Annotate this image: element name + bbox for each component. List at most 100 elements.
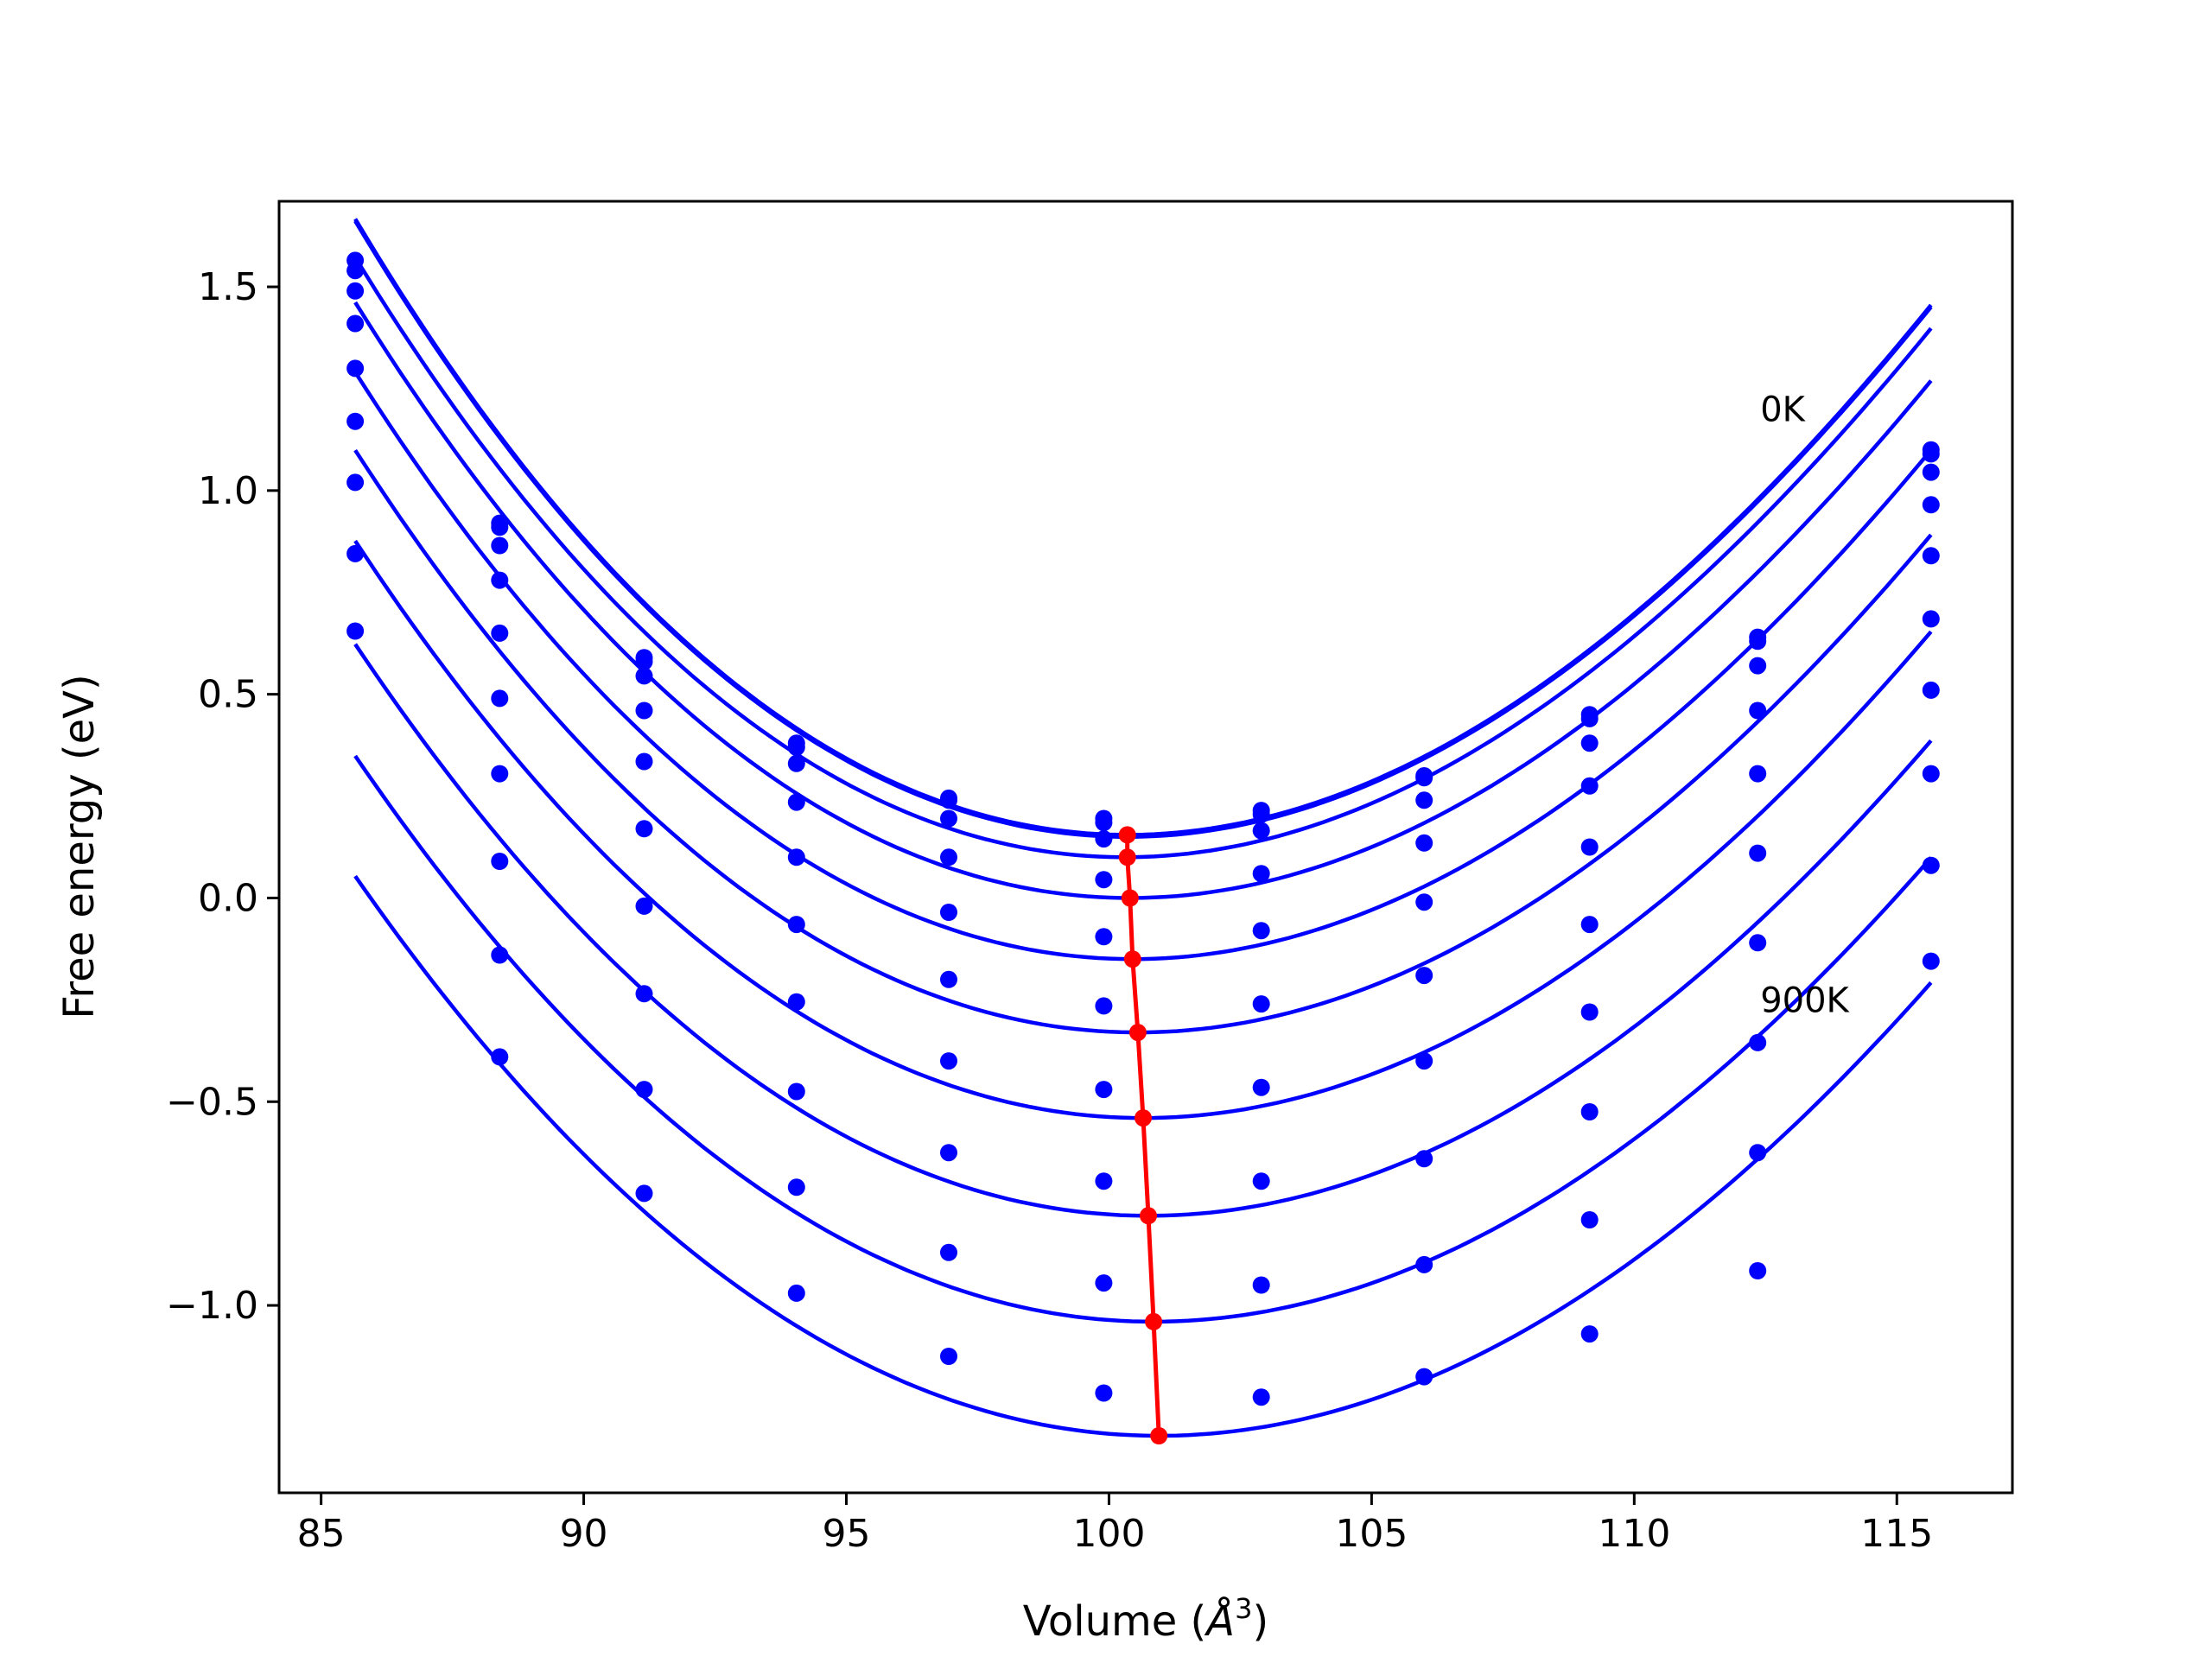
data-point-s3-10 (1922, 496, 1940, 514)
annotations: 0K 900K (1760, 390, 1850, 1021)
y-tick-label-0: 1.5 (198, 265, 258, 309)
data-point-s4-2 (635, 752, 653, 771)
data-point-s3-2 (635, 701, 653, 720)
data-point-s8-7 (1415, 1255, 1433, 1273)
data-point-s3-1 (491, 571, 509, 589)
data-point-s9-4 (940, 1348, 957, 1365)
x-tick-label-0: 85 (297, 1512, 346, 1556)
data-point-s5-2 (635, 820, 653, 838)
annotation-1: 900K (1760, 981, 1850, 1021)
x-tick-label-4: 105 (1335, 1512, 1408, 1556)
data-point-s9-1 (491, 1048, 509, 1066)
fit-curve-3 (353, 301, 1933, 900)
data-point-s6-3 (787, 993, 805, 1011)
data-point-s9-3 (787, 1284, 805, 1302)
data-point-s4-8 (1580, 838, 1599, 856)
data-point-s1-1 (491, 518, 509, 536)
plot-layer (346, 218, 1940, 1444)
data-point-s9-10 (1922, 952, 1940, 970)
data-point-s1-7 (1415, 769, 1433, 787)
data-point-s6-7 (1415, 1052, 1433, 1070)
annotation-0: 0K (1760, 390, 1806, 430)
minimum-point-5 (1135, 1109, 1152, 1127)
data-point-s3-9 (1749, 701, 1767, 720)
data-point-s2-5 (1095, 830, 1113, 848)
data-point-s7-4 (940, 1144, 957, 1162)
data-point-s3-4 (940, 848, 957, 866)
data-point-s8-0 (346, 622, 365, 640)
data-point-s4-0 (346, 359, 365, 378)
data-point-s2-7 (1415, 791, 1433, 809)
data-point-s5-8 (1580, 916, 1599, 934)
fit-curve-8 (353, 754, 1933, 1324)
data-point-s4-9 (1749, 765, 1767, 783)
data-point-s3-8 (1580, 777, 1599, 795)
y-tick-label-4: −0.5 (166, 1080, 258, 1124)
data-point-s6-1 (491, 765, 509, 783)
minimum-point-6 (1140, 1207, 1157, 1225)
data-point-s3-3 (787, 793, 805, 811)
data-point-s1-6 (1252, 805, 1270, 823)
data-point-s1-4 (940, 791, 957, 809)
data-point-s2-6 (1252, 822, 1270, 840)
fit-curve-9 (353, 874, 1933, 1438)
minimum-point-2 (1121, 889, 1139, 907)
plot-frame (277, 200, 2014, 1495)
data-point-s4-6 (1252, 922, 1270, 940)
data-point-s9-8 (1580, 1325, 1599, 1343)
data-point-s2-3 (787, 754, 805, 772)
x-axis-ticks: 85 90 95 100 105 110 115 (297, 1493, 1933, 1556)
x-tick-label-6: 115 (1860, 1512, 1933, 1556)
data-point-s7-10 (1922, 765, 1940, 783)
data-point-s6-2 (635, 897, 653, 915)
data-point-s3-0 (346, 314, 365, 333)
x-tick-label-3: 100 (1072, 1512, 1145, 1556)
minimum-point-7 (1145, 1312, 1163, 1330)
data-point-s4-10 (1922, 547, 1940, 565)
minimum-point-1 (1118, 848, 1136, 866)
data-point-s1-10 (1922, 445, 1940, 463)
data-point-s2-9 (1749, 657, 1767, 675)
data-point-s6-4 (940, 1052, 957, 1070)
data-point-s5-9 (1749, 844, 1767, 862)
data-point-s4-5 (1095, 928, 1113, 946)
data-point-s1-9 (1749, 632, 1767, 651)
y-tick-label-2: 0.5 (198, 673, 258, 717)
data-point-s2-8 (1580, 734, 1599, 752)
data-point-s8-2 (635, 1081, 653, 1099)
data-point-s2-4 (940, 809, 957, 828)
data-point-s5-10 (1922, 610, 1940, 628)
data-point-s5-0 (346, 412, 365, 430)
data-point-s6-8 (1580, 1003, 1599, 1021)
data-point-s7-7 (1415, 1150, 1433, 1168)
data-point-s8-5 (1095, 1274, 1113, 1292)
data-point-s9-6 (1252, 1388, 1270, 1406)
data-point-s2-2 (635, 667, 653, 685)
data-point-s8-6 (1252, 1276, 1270, 1294)
data-point-s1-5 (1095, 814, 1113, 832)
minimum-point-8 (1150, 1427, 1168, 1444)
data-point-s7-3 (787, 1082, 805, 1101)
data-point-s2-10 (1922, 463, 1940, 481)
x-tick-label-1: 90 (560, 1512, 608, 1556)
data-point-s4-3 (787, 848, 805, 866)
data-point-s3-5 (1095, 871, 1113, 889)
data-point-s7-1 (491, 853, 509, 870)
data-point-s2-1 (491, 536, 509, 555)
data-point-s1-0 (346, 262, 365, 280)
data-point-s3-6 (1252, 865, 1270, 883)
data-point-s8-8 (1580, 1211, 1599, 1228)
x-tick-label-2: 95 (823, 1512, 871, 1556)
minimum-point-0 (1118, 826, 1136, 844)
data-point-s8-1 (491, 946, 509, 964)
data-point-s6-9 (1749, 934, 1767, 952)
data-point-s8-3 (787, 1178, 805, 1196)
data-point-s5-4 (940, 970, 957, 988)
data-point-s4-1 (491, 624, 509, 642)
data-point-s1-8 (1580, 709, 1599, 727)
fit-curve-2 (353, 256, 1933, 860)
fit-curve-1 (353, 219, 1933, 839)
minimum-point-3 (1123, 950, 1141, 968)
data-point-s5-5 (1095, 997, 1113, 1015)
